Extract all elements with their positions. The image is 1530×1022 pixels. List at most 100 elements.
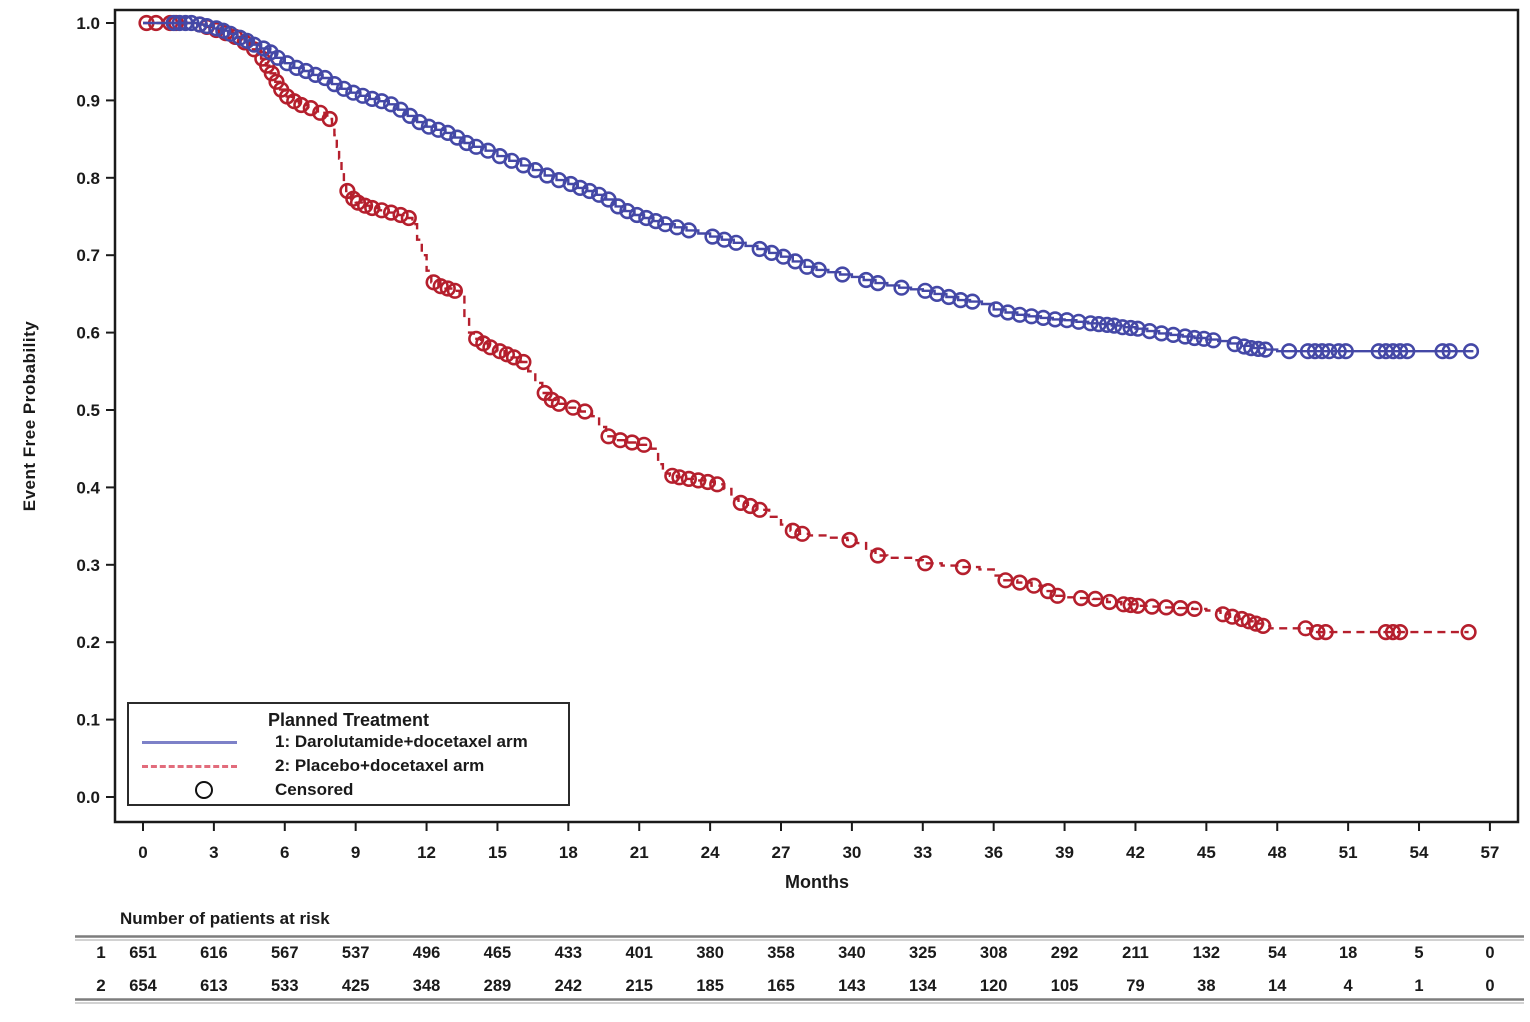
risk-value: 18	[1339, 944, 1357, 962]
censor-marker	[439, 280, 456, 297]
risk-value: 289	[484, 977, 512, 995]
risk-value: 308	[980, 944, 1008, 962]
legend-item-darolutamide: 1: Darolutamide+docetaxel arm	[129, 730, 568, 754]
risk-value: 211	[1122, 944, 1149, 962]
x-tick-label: 45	[1197, 843, 1216, 862]
censor-marker	[208, 20, 225, 37]
censor-marker	[1058, 312, 1075, 329]
censor-marker	[263, 65, 280, 82]
censor-marker	[1205, 332, 1222, 349]
risk-value: 465	[484, 944, 512, 962]
censor-marker	[1462, 343, 1480, 360]
censor-marker	[732, 494, 749, 512]
censor-marker	[1309, 623, 1326, 641]
y-tick-label: 0.4	[76, 478, 100, 497]
risk-value: 165	[767, 977, 795, 995]
y-tick-label: 0.5	[76, 401, 100, 420]
risk-value: 340	[838, 944, 866, 962]
legend-line-placebo-icon	[142, 764, 237, 768]
censor-marker	[297, 62, 315, 80]
censor-marker	[1070, 313, 1087, 330]
censor-marker	[482, 339, 499, 356]
censor-marker	[1313, 343, 1331, 360]
censor-marker	[893, 279, 910, 296]
y-tick-label: 0.1	[76, 711, 100, 730]
x-tick-label: 33	[913, 843, 932, 862]
censor-marker	[1434, 343, 1451, 360]
y-tick-label: 0.8	[76, 169, 100, 188]
censor-marker	[647, 213, 664, 230]
censor-marker	[1337, 343, 1354, 360]
censor-marker	[439, 124, 456, 141]
risk-value: 1	[1414, 977, 1423, 995]
censor-marker	[1384, 623, 1402, 641]
x-tick-label: 39	[1055, 843, 1074, 862]
risk-value: 120	[980, 977, 1008, 995]
censor-marker	[1090, 316, 1107, 333]
censor-marker	[307, 66, 324, 83]
censor-marker	[635, 436, 653, 453]
censor-marker	[1153, 325, 1170, 342]
risk-table-rules	[75, 935, 1524, 1004]
censor-marker	[1122, 319, 1139, 337]
x-tick-label: 0	[138, 843, 147, 862]
risk-value: 537	[342, 944, 370, 962]
censor-marker	[1049, 587, 1066, 604]
censor-marker	[1441, 343, 1458, 360]
legend-label-censored: Censored	[275, 780, 354, 799]
x-tick-label: 3	[209, 843, 218, 862]
censor-markers-placebo	[138, 14, 1477, 641]
risk-row-label: 1	[96, 943, 105, 962]
censor-marker	[392, 206, 409, 224]
risk-value: 105	[1051, 977, 1079, 995]
censor-marker	[1391, 623, 1409, 641]
x-tick-label: 30	[842, 843, 861, 862]
censor-marker	[954, 558, 972, 576]
censor-marker	[171, 14, 188, 32]
censor-marker	[1391, 343, 1409, 360]
censor-marker	[690, 472, 707, 489]
risk-value: 567	[271, 944, 299, 962]
censor-marker	[869, 275, 887, 292]
censor-marker	[1106, 317, 1123, 334]
censor-marker	[1254, 617, 1272, 635]
x-tick-label: 51	[1339, 843, 1358, 862]
x-tick-label: 9	[351, 843, 360, 862]
censored-circle-icon	[195, 781, 213, 799]
censor-marker	[1039, 582, 1057, 600]
censor-marker	[1399, 343, 1416, 360]
risk-value: 242	[555, 977, 583, 995]
censor-marker	[1186, 600, 1203, 618]
censor-marker	[1023, 308, 1040, 325]
risk-value: 496	[413, 944, 441, 962]
x-tick-label: 42	[1126, 843, 1145, 862]
x-tick-label: 12	[417, 843, 436, 862]
y-axis: 1.0 0.9 0.8 0.7 0.6 0.5 0.4 0.3 0.2 0.1 0.0	[76, 14, 115, 807]
censor-marker	[373, 202, 390, 219]
legend-box: Planned Treatment 1: Darolutamide+doceta…	[127, 702, 570, 806]
km-curve-placebo	[143, 21, 1469, 634]
risk-value: 5	[1414, 944, 1423, 962]
censor-marker	[246, 36, 263, 53]
censor-marker	[1226, 336, 1243, 353]
censor-marker	[562, 175, 579, 193]
censor-marker	[1280, 343, 1298, 360]
censor-marker	[727, 234, 745, 251]
y-tick-label: 0.0	[76, 788, 100, 807]
censor-marker	[446, 282, 464, 299]
x-tick-label: 54	[1410, 843, 1429, 862]
censor-marker	[638, 209, 655, 227]
censor-marker	[373, 93, 390, 110]
censor-marker	[345, 84, 362, 101]
risk-value: 433	[555, 944, 583, 962]
risk-value: 651	[129, 944, 157, 962]
censor-marker	[841, 531, 858, 549]
censor-markers-darolutamide	[165, 14, 1480, 360]
legend-title: Planned Treatment	[267, 710, 430, 730]
censor-marker	[680, 222, 698, 239]
censor-marker	[1046, 311, 1064, 328]
risk-value: 425	[342, 977, 370, 995]
censor-marker	[590, 186, 608, 203]
